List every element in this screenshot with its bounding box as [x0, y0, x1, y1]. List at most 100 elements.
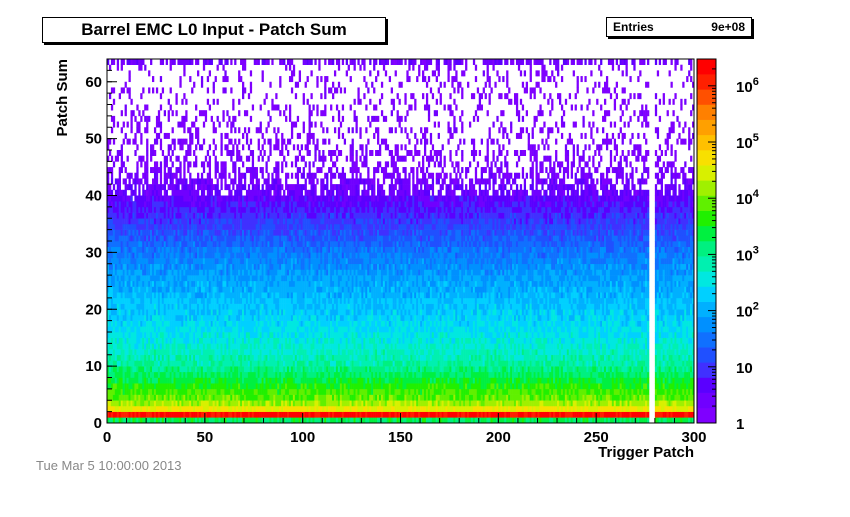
heatmap-cell [144, 343, 147, 350]
heatmap-cell [210, 405, 213, 412]
heatmap-cell [108, 258, 112, 265]
heatmap-cell [112, 349, 116, 356]
heatmap-cell [296, 235, 300, 242]
heatmap-cell [130, 252, 133, 259]
heatmap-cell [214, 258, 217, 265]
heatmap-cell [165, 155, 168, 162]
heatmap-cell [247, 184, 251, 191]
heatmap-cell [304, 314, 307, 321]
heatmap-cell [120, 206, 123, 213]
heatmap-cell [279, 223, 282, 230]
heatmap-cell [290, 241, 294, 247]
heatmap-cell [128, 229, 131, 236]
heatmap-cell [288, 337, 292, 344]
heatmap-cell [153, 201, 157, 208]
heatmap-cell [173, 337, 176, 344]
heatmap-cell [261, 184, 264, 191]
heatmap-cell [173, 332, 176, 338]
heatmap-cell [167, 314, 170, 321]
heatmap-cell [181, 246, 184, 253]
heatmap-cell [114, 366, 118, 373]
heatmap-cell [216, 195, 219, 202]
heatmap-cell [177, 223, 180, 230]
heatmap-cell [107, 258, 110, 265]
heatmap-cell [144, 104, 147, 111]
heatmap-cell [212, 246, 215, 253]
heatmap-cell [251, 229, 255, 236]
heatmap-cell [300, 320, 303, 327]
heatmap-cell [148, 201, 151, 208]
heatmap-cell [222, 115, 225, 122]
heatmap-cell [281, 297, 284, 304]
heatmap-cell [152, 195, 155, 202]
heatmap-cell [107, 405, 110, 412]
heatmap-cell [240, 275, 243, 282]
heatmap-cell [234, 360, 237, 367]
heatmap-cell [222, 349, 225, 356]
heatmap-cell [224, 332, 227, 338]
heatmap-cell [169, 320, 172, 327]
heatmap-cell [214, 388, 217, 395]
heatmap-cell [230, 269, 233, 276]
heatmap-cell [177, 258, 180, 265]
heatmap-cell [169, 417, 172, 424]
heatmap-cell [183, 292, 186, 299]
heatmap-cell [120, 87, 123, 94]
heatmap-cell [292, 349, 296, 356]
heatmap-cell [253, 286, 257, 293]
heatmap-cell [267, 383, 270, 390]
heatmap-cell [171, 212, 174, 219]
heatmap-cell [220, 269, 223, 276]
heatmap-cell [208, 161, 212, 168]
heatmap-cell [191, 332, 194, 338]
heatmap-cell [253, 314, 257, 321]
heatmap-cell [136, 275, 139, 282]
heatmap-cell [298, 246, 302, 253]
heatmap-cell [224, 388, 227, 395]
heatmap-cell [148, 337, 151, 344]
heatmap-cell [290, 332, 294, 338]
heatmap-cell [212, 127, 215, 134]
heatmap-cell [138, 155, 141, 162]
heatmap-cell [220, 332, 223, 338]
heatmap-cell [152, 252, 155, 259]
heatmap-cell [236, 275, 239, 282]
heatmap-cell [226, 371, 229, 378]
heatmap-cell [216, 332, 219, 338]
heatmap-cell [247, 229, 251, 236]
heatmap-cell [107, 388, 110, 395]
heatmap-cell [265, 332, 268, 338]
heatmap-cell [267, 178, 270, 185]
heatmap-cell [240, 417, 243, 424]
heatmap-cell [107, 206, 110, 213]
heatmap-cell [165, 206, 168, 213]
heatmap-cell [287, 343, 290, 350]
heatmap-cell [108, 286, 112, 293]
heatmap-cell [152, 394, 155, 401]
heatmap-cell [134, 286, 137, 293]
heatmap-cell [144, 394, 147, 401]
heatmap-cell [214, 394, 217, 401]
heatmap-cell [169, 314, 172, 321]
heatmap-cell [271, 235, 274, 242]
heatmap-cell [138, 212, 141, 219]
heatmap-cell [191, 280, 194, 287]
heatmap-cell [128, 246, 131, 253]
heatmap-cell [126, 320, 129, 327]
heatmap-cell [210, 411, 213, 418]
heatmap-cell [267, 400, 270, 407]
heatmap-cell [179, 138, 182, 145]
heatmap-cell [234, 172, 237, 179]
heatmap-cell [150, 371, 153, 378]
heatmap-cell [216, 241, 219, 247]
heatmap-cell [296, 366, 300, 373]
heatmap-cell [116, 241, 120, 247]
heatmap-cell [218, 366, 221, 373]
heatmap-cell [144, 366, 147, 373]
heatmap-cell [177, 337, 180, 344]
heatmap-cell [281, 286, 284, 293]
heatmap-cell [136, 252, 139, 259]
heatmap-cell [236, 383, 239, 390]
heatmap-cell [140, 377, 143, 384]
heatmap-cell [269, 326, 272, 333]
